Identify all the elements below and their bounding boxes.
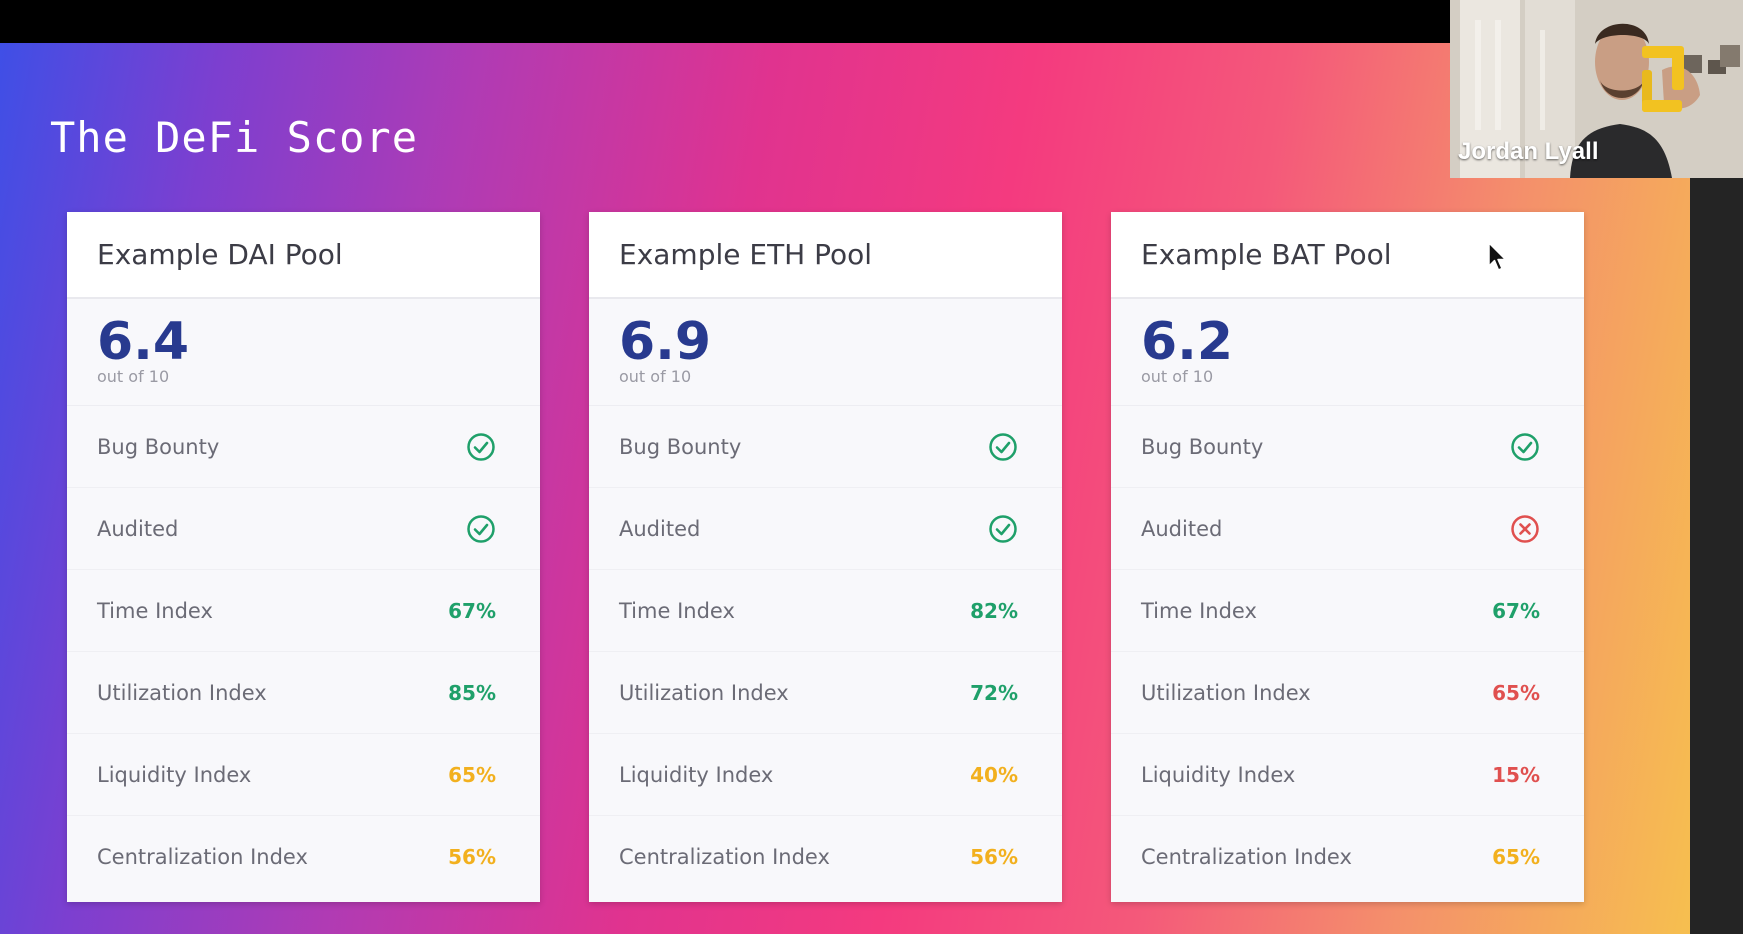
score-scale: out of 10 (1141, 367, 1214, 386)
score-scale: out of 10 (97, 367, 170, 386)
mouse-cursor-icon (1488, 242, 1507, 271)
metric-label: Utilization Index (97, 680, 267, 705)
pool-card-bat: Example BAT Pool 6.2 out of 10 Bug Bount… (1111, 212, 1584, 902)
metric-label: Liquidity Index (97, 762, 252, 787)
video-feed (1450, 0, 1743, 178)
metric-row-audited: Audited (589, 488, 1062, 570)
metric-label: Centralization Index (1141, 845, 1352, 869)
check-circle-icon (989, 432, 1017, 461)
metric-value: 65% (448, 762, 496, 787)
presentation-slide: The DeFi Score Example DAI Pool 6.4 out … (0, 43, 1690, 934)
card-header: Example BAT Pool (1111, 212, 1584, 299)
metric-row-audited: Audited (67, 488, 540, 570)
metric-label: Audited (619, 516, 701, 541)
metric-value: 40% (970, 762, 1018, 787)
metric-label: Audited (1141, 516, 1223, 541)
score-scale: out of 10 (619, 367, 692, 386)
score-value: 6.4 (97, 312, 190, 372)
metric-row-liquidity-index: Liquidity Index 65% (67, 734, 540, 816)
metric-label: Bug Bounty (619, 434, 742, 459)
metric-list: Bug Bounty Audited Time Index 82% Utiliz… (589, 406, 1062, 898)
metric-value: 67% (448, 598, 496, 623)
metric-row-bug-bounty: Bug Bounty (1111, 406, 1584, 488)
pool-card-dai: Example DAI Pool 6.4 out of 10 Bug Bount… (67, 212, 540, 902)
score-block: 6.4 out of 10 (67, 299, 540, 406)
card-title: Example ETH Pool (619, 238, 873, 271)
metric-row-time-index: Time Index 82% (589, 570, 1062, 652)
metric-row-liquidity-index: Liquidity Index 40% (589, 734, 1062, 816)
check-circle-icon (989, 514, 1017, 543)
metric-value: 56% (970, 845, 1018, 869)
metric-value: 56% (448, 845, 496, 869)
check-circle-icon (1511, 432, 1539, 461)
card-title: Example BAT Pool (1141, 238, 1392, 271)
metric-row-centralization-index: Centralization Index 65% (1111, 816, 1584, 898)
metric-value: 72% (970, 680, 1018, 705)
x-circle-icon (1511, 514, 1539, 543)
participant-name: Jordan Lyall (1458, 138, 1599, 165)
metric-row-centralization-index: Centralization Index 56% (67, 816, 540, 898)
check-circle-icon (467, 514, 495, 543)
metric-row-liquidity-index: Liquidity Index 15% (1111, 734, 1584, 816)
card-header: Example DAI Pool (67, 212, 540, 299)
metric-label: Bug Bounty (97, 434, 220, 459)
metric-row-utilization-index: Utilization Index 65% (1111, 652, 1584, 734)
metric-list: Bug Bounty Audited Time Index 67% Utiliz… (1111, 406, 1584, 898)
metric-list: Bug Bounty Audited Time Index 67% Utiliz… (67, 406, 540, 898)
metric-row-utilization-index: Utilization Index 72% (589, 652, 1062, 734)
metric-label: Centralization Index (619, 845, 830, 869)
metric-label: Audited (97, 516, 179, 541)
metric-row-utilization-index: Utilization Index 85% (67, 652, 540, 734)
score-block: 6.9 out of 10 (589, 299, 1062, 406)
slide-title: The DeFi Score (50, 113, 419, 162)
card-title: Example DAI Pool (97, 238, 343, 271)
check-circle-icon (467, 432, 495, 461)
metric-row-time-index: Time Index 67% (67, 570, 540, 652)
metric-value: 15% (1492, 762, 1540, 787)
metric-label: Liquidity Index (619, 762, 774, 787)
participant-video-tile[interactable]: Jordan Lyall (1450, 0, 1743, 178)
metric-value: 65% (1492, 680, 1540, 705)
metric-label: Time Index (619, 598, 735, 623)
metric-row-bug-bounty: Bug Bounty (589, 406, 1062, 488)
metric-value: 65% (1492, 845, 1540, 869)
metric-row-time-index: Time Index 67% (1111, 570, 1584, 652)
pool-card-eth: Example ETH Pool 6.9 out of 10 Bug Bount… (589, 212, 1062, 902)
metric-row-audited: Audited (1111, 488, 1584, 570)
metric-row-centralization-index: Centralization Index 56% (589, 816, 1062, 898)
metric-label: Bug Bounty (1141, 434, 1264, 459)
metric-value: 82% (970, 598, 1018, 623)
metric-label: Time Index (97, 598, 213, 623)
score-block: 6.2 out of 10 (1111, 299, 1584, 406)
score-value: 6.2 (1141, 312, 1234, 372)
metric-label: Utilization Index (619, 680, 789, 705)
metric-label: Time Index (1141, 598, 1257, 623)
metric-value: 85% (448, 680, 496, 705)
card-header: Example ETH Pool (589, 212, 1062, 299)
metric-row-bug-bounty: Bug Bounty (67, 406, 540, 488)
metric-label: Centralization Index (97, 845, 308, 869)
metric-label: Utilization Index (1141, 680, 1311, 705)
metric-label: Liquidity Index (1141, 762, 1296, 787)
score-value: 6.9 (619, 312, 712, 372)
metric-value: 67% (1492, 598, 1540, 623)
